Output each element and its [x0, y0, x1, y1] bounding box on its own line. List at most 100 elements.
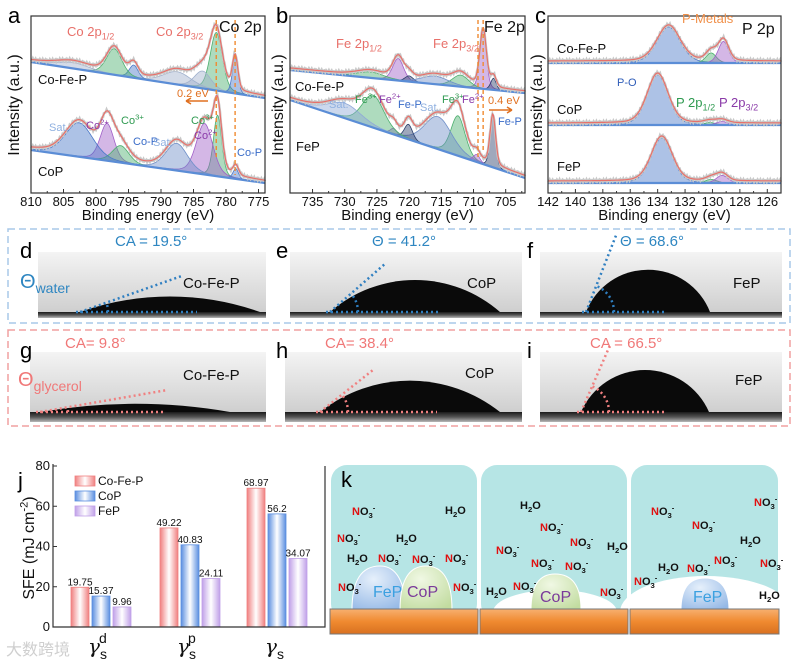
- sample-label: CoP: [467, 275, 497, 292]
- x-tick-label: 142: [537, 194, 559, 209]
- plot-frame: [30, 15, 266, 194]
- annotation-text: P 2p: [676, 95, 703, 110]
- panel-label-h: h: [276, 338, 289, 363]
- annotation-text: Fe 2p: [336, 36, 370, 51]
- annotation-label: Co-P: [237, 148, 262, 159]
- annotation-label: P 2p1/2: [676, 95, 715, 112]
- panel-label-a: a: [8, 3, 21, 28]
- ylabel-end: ): [21, 496, 38, 502]
- gamma: γ: [177, 634, 189, 658]
- annotation-text: 0.2 eV: [177, 88, 209, 100]
- annotation-label: Fe2+: [462, 92, 484, 106]
- water-molecule: H2O: [396, 533, 417, 548]
- sample-label: Co-Fe-P: [183, 367, 240, 384]
- x-tick-label: 126: [756, 194, 778, 209]
- y-tick-label: 40: [36, 539, 50, 554]
- water-molecule: H2O: [347, 553, 368, 568]
- background-line: [30, 148, 266, 185]
- annotation-text: Sat.: [420, 102, 440, 114]
- annotation-sup: 2+: [208, 127, 217, 137]
- annotation-text: Co: [86, 120, 101, 132]
- annotation-text: Fe 2p: [433, 36, 467, 51]
- nitrate-ion: NO3-: [540, 519, 564, 537]
- cop-particle: [530, 573, 582, 611]
- annotation-label: Co-P: [133, 137, 158, 148]
- bar-CoP-1: [180, 544, 200, 628]
- annotation-label: Sat.: [329, 100, 349, 111]
- nitrate-ion: NO3-: [692, 517, 716, 535]
- annotation-text: CoP: [38, 164, 64, 179]
- annotation-text: Fe: [355, 94, 368, 106]
- annotation-sup: 2+: [474, 91, 484, 101]
- fep-label: FeP: [693, 589, 723, 606]
- x-tick-label: 132: [674, 194, 696, 209]
- y-tick-label: 80: [36, 458, 50, 473]
- x-tick-label: 128: [729, 194, 751, 209]
- annotation-text: Sat.: [49, 122, 69, 134]
- annotation-label: Co 2p1/2: [67, 24, 114, 41]
- annotation-text: Co-Fe-P: [557, 41, 607, 56]
- angle-arc: [591, 385, 611, 413]
- annotation-label: P-O: [617, 78, 637, 89]
- annotation-sup: 3+: [205, 112, 214, 122]
- annotation-text: Co-Fe-P: [38, 72, 88, 87]
- envelope-fit: [289, 87, 526, 176]
- nitrate-ion: NO3-: [513, 578, 537, 596]
- fit-component: [547, 137, 782, 184]
- x-axis-label-a: Binding energy (eV): [81, 207, 215, 224]
- annotation-label: FeP: [557, 160, 581, 173]
- legend-swatch: [74, 475, 96, 487]
- annotation-text: Co 2p: [156, 24, 191, 39]
- x-tick-label: 780: [215, 194, 237, 209]
- annotation-label: Fe2+: [379, 92, 401, 106]
- annotation-sup: 3+: [135, 112, 144, 122]
- nitrate-ion: NO3-: [754, 494, 778, 512]
- background-line: [289, 98, 526, 180]
- x-tick-label: 725: [366, 194, 388, 209]
- contact-angle-value: Θ = 68.6°: [620, 233, 684, 250]
- bar-value-label: 34.07: [285, 548, 310, 559]
- annotation-text: Fe: [442, 94, 455, 106]
- bar-value-label: 9.96: [112, 597, 132, 608]
- annotation-label: Co-Fe-P: [295, 80, 344, 93]
- cop-particle: [399, 565, 453, 611]
- contact-angle-value: CA = 66.5°: [590, 335, 663, 352]
- annotation-text: Co 2p: [67, 24, 102, 39]
- annotation-sup: 3+: [367, 91, 377, 101]
- annotation-label: P-Metals: [682, 12, 733, 25]
- panel-label-d: d: [20, 238, 33, 263]
- bar-Co-Fe-P-1: [159, 527, 179, 628]
- annotation-text: Co-P: [237, 147, 263, 159]
- shift-arrow-icon: [489, 106, 513, 114]
- bar-axes: [52, 464, 326, 628]
- annotation-sub: 3/2: [190, 31, 204, 42]
- nitrate-ion: NO3-: [651, 503, 675, 521]
- legend-swatch: [74, 505, 96, 517]
- tangent-line: [39, 388, 169, 414]
- annotation-label: FeP: [296, 140, 320, 153]
- bar-value-label: 56.2: [267, 504, 287, 515]
- nitrate-ion: NO3-: [760, 555, 784, 573]
- category-gamma-s: γs: [265, 636, 284, 661]
- annotation-text: Co: [194, 130, 209, 142]
- x-tick-label: 140: [565, 194, 587, 209]
- theta-symbol: Θ: [20, 271, 36, 293]
- panel-label-i: i: [527, 338, 532, 363]
- category-gamma-p: γsp: [177, 631, 204, 661]
- sample-label: CoP: [465, 365, 495, 382]
- droplet: [320, 380, 500, 412]
- x-tick-label: 720: [398, 194, 420, 209]
- droplet: [330, 280, 500, 312]
- annotation-text: FeP: [296, 139, 320, 154]
- x-tick-label: 705: [495, 194, 517, 209]
- substrate: [30, 412, 266, 422]
- nitrate-ion: NO3-: [634, 573, 658, 591]
- background-line: [30, 60, 266, 100]
- annotation-text: Fe: [462, 94, 475, 106]
- x-tick-label: 735: [302, 194, 324, 209]
- droplet: [80, 296, 260, 312]
- legend-swatch: [74, 490, 96, 502]
- category-gamma-d: γsd: [88, 631, 115, 661]
- annotation-label: Fe-P: [398, 100, 422, 111]
- nitrate-ion: NO3-: [352, 503, 376, 521]
